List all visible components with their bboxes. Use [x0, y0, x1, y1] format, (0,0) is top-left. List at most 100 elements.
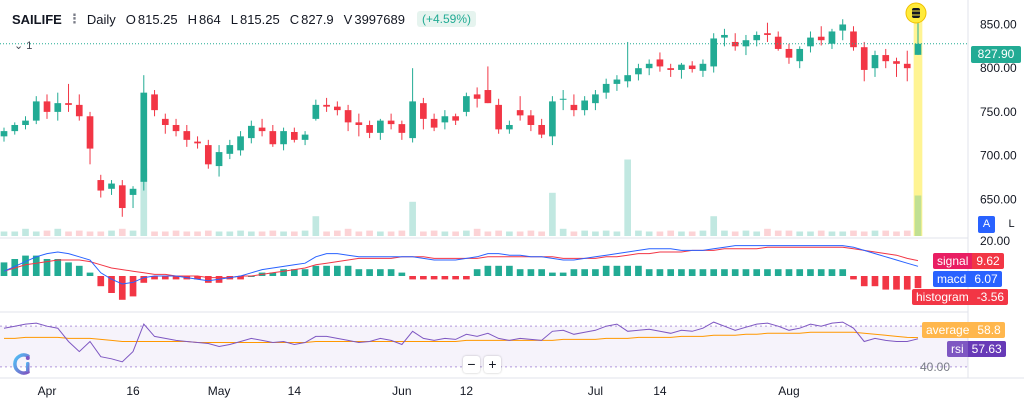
- macd-histogram-bar: [140, 276, 148, 283]
- macd-histogram-bar: [366, 269, 373, 276]
- candle-body: [538, 124, 545, 135]
- earnings-bug-icon[interactable]: [905, 2, 927, 24]
- macd-histogram-bar: [764, 269, 771, 276]
- macd-histogram-bar: [807, 269, 814, 276]
- signal-label: signal 9.62: [933, 253, 1004, 269]
- volume-bar: [323, 231, 330, 236]
- volume-bar: [613, 231, 621, 236]
- candle-body: [688, 65, 696, 70]
- volume-bar: [140, 168, 148, 236]
- timeframe[interactable]: Daily: [86, 11, 116, 27]
- volume-bar: [645, 231, 653, 236]
- candle-body: [839, 24, 847, 31]
- low-key: L: [230, 11, 238, 27]
- candle-body: [484, 90, 492, 104]
- volume-bar: [129, 230, 137, 236]
- candle-body: [903, 63, 911, 69]
- macd-histogram-bar: [882, 276, 890, 290]
- candle-body: [97, 180, 105, 191]
- macd-histogram-bar: [559, 272, 567, 276]
- change-badge: (+4.59%): [416, 11, 476, 27]
- candle-body: [463, 96, 470, 112]
- macd-histogram-bar: [538, 269, 545, 276]
- volume-bar: [258, 231, 266, 236]
- volume-bar: [344, 228, 352, 236]
- macd-histogram-bar: [43, 259, 51, 276]
- macd-histogram-bar: [506, 265, 513, 276]
- symbol-legend: SAILIFE ⋮ Daily O 815.25 H 864 L 815.25 …: [12, 10, 476, 28]
- candle-body: [151, 94, 158, 111]
- rsi-line: [3, 321, 919, 363]
- more-icon[interactable]: ⋮: [67, 11, 81, 26]
- volume-bar: [538, 231, 545, 236]
- time-tick-label: 12: [460, 384, 474, 398]
- volume-bar: [366, 230, 373, 236]
- candle-body: [882, 55, 890, 62]
- volume-value: 3997689: [354, 11, 405, 27]
- zoom-out-button[interactable]: −: [463, 356, 480, 373]
- macd-histogram-bar: [871, 276, 879, 287]
- candle-body: [366, 124, 373, 133]
- macd-histogram-bar: [0, 262, 8, 276]
- auto-scale-button[interactable]: A: [978, 216, 995, 233]
- macd-histogram-bar: [602, 265, 610, 276]
- candle-body: [699, 63, 707, 71]
- volume-bars: [0, 159, 922, 236]
- volume-bar: [785, 230, 793, 236]
- visibility-toggle[interactable]: ⌄ 1: [14, 40, 33, 52]
- rsi-average-name: average: [922, 322, 974, 338]
- candle-body: [828, 31, 836, 44]
- price-tick-label: 750.00: [980, 105, 1017, 119]
- symbol-name[interactable]: SAILIFE: [12, 11, 62, 27]
- volume-bar: [237, 230, 244, 236]
- volume-bar: [710, 216, 718, 236]
- candle-body: [742, 40, 750, 47]
- candle-body: [678, 64, 685, 70]
- volume-bar: [731, 231, 739, 236]
- volume-bar: [602, 230, 610, 236]
- candle-body: [613, 79, 621, 84]
- volume-bar: [290, 231, 298, 236]
- macd-histogram-bar: [549, 272, 556, 276]
- macd-histogram-bar: [409, 276, 416, 280]
- log-scale-button[interactable]: L: [1008, 218, 1015, 230]
- macd-histogram-bar: [280, 269, 287, 276]
- time-axis[interactable]: Apr 16 May 14 Jun 12 Jul 14 Aug: [38, 384, 800, 398]
- candle-body: [624, 75, 632, 82]
- price-axis[interactable]: 850.00 800.00 750.00 700.00 650.00 20.00 40.00: [920, 17, 1017, 374]
- candle-body: [75, 104, 83, 117]
- candle-body: [570, 104, 578, 111]
- macd-histogram-bar: [387, 269, 395, 276]
- candlesticks: [0, 12, 922, 217]
- macd-histogram-bar: [118, 276, 126, 300]
- volume-bar: [54, 228, 62, 236]
- candle-body: [871, 55, 879, 69]
- macd-line: [3, 245, 919, 285]
- zoom-in-button[interactable]: +: [484, 356, 501, 373]
- volume-bar: [828, 231, 836, 236]
- time-tick-label: Apr: [38, 384, 57, 398]
- time-tick-label: Jun: [392, 384, 411, 398]
- candle-body: [710, 38, 718, 67]
- macd-histogram-bar: [527, 269, 535, 276]
- candle-body: [0, 131, 8, 137]
- volume-bar: [161, 231, 169, 236]
- time-tick-label: 16: [126, 384, 140, 398]
- price-tick-label: 850.00: [980, 17, 1017, 31]
- candle-body: [635, 68, 642, 75]
- close-value: 827.9: [301, 11, 334, 27]
- macd-histogram-bar: [893, 276, 900, 290]
- broker-logo-icon: [13, 353, 30, 375]
- candle-body: [893, 61, 900, 64]
- volume-bar: [527, 230, 535, 236]
- candle-body: [817, 36, 825, 41]
- candle-body: [344, 110, 352, 123]
- macd-histogram-bar: [172, 276, 180, 280]
- candle-body: [850, 31, 857, 48]
- candle-body: [280, 131, 287, 145]
- volume-bar: [22, 228, 29, 236]
- volume-bar: [11, 231, 19, 236]
- candle-body: [247, 125, 255, 139]
- candle-body: [226, 145, 234, 154]
